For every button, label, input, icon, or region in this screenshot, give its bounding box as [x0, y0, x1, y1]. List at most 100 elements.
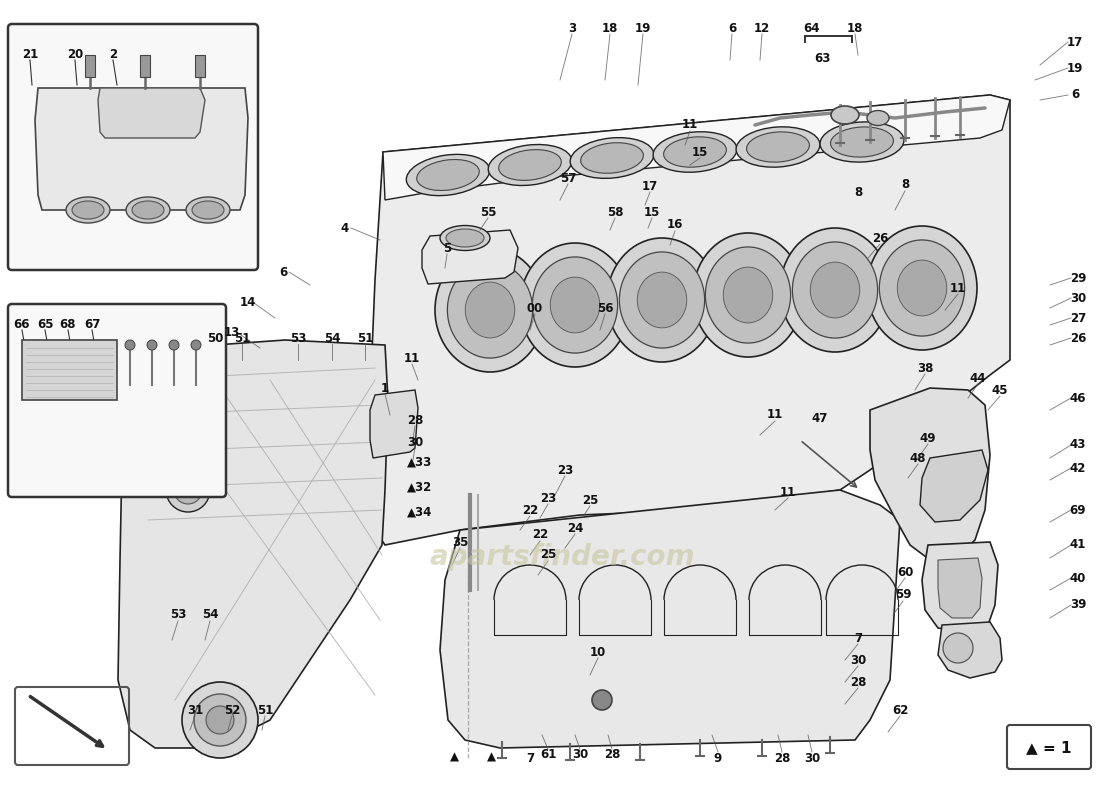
Ellipse shape [66, 197, 110, 223]
Bar [85, 55, 95, 77]
Text: 50: 50 [207, 331, 223, 345]
Polygon shape [938, 622, 1002, 678]
Ellipse shape [448, 262, 532, 358]
Ellipse shape [867, 110, 889, 126]
Circle shape [206, 706, 234, 734]
Text: 59: 59 [894, 589, 911, 602]
Text: 28: 28 [850, 675, 866, 689]
Ellipse shape [570, 138, 653, 178]
FancyBboxPatch shape [8, 304, 225, 497]
Ellipse shape [663, 137, 726, 167]
Text: 30: 30 [407, 435, 424, 449]
Text: 51: 51 [256, 703, 273, 717]
Text: 7: 7 [526, 751, 535, 765]
Bar [195, 55, 205, 77]
Circle shape [191, 340, 201, 350]
Text: ▲: ▲ [487, 750, 496, 763]
Text: 35: 35 [452, 535, 469, 549]
Text: 3: 3 [568, 22, 576, 34]
Text: 64: 64 [804, 22, 821, 34]
Polygon shape [920, 450, 988, 522]
Text: 28: 28 [604, 749, 620, 762]
Ellipse shape [440, 226, 490, 250]
Ellipse shape [898, 260, 947, 316]
Text: 8: 8 [854, 186, 862, 198]
Ellipse shape [653, 132, 737, 172]
Text: 22: 22 [532, 529, 548, 542]
FancyBboxPatch shape [8, 24, 258, 270]
Ellipse shape [867, 226, 977, 350]
Text: 2: 2 [109, 49, 117, 62]
Text: 57: 57 [560, 171, 576, 185]
Ellipse shape [72, 201, 104, 219]
Text: 41: 41 [1070, 538, 1086, 551]
Polygon shape [98, 88, 205, 138]
Ellipse shape [820, 122, 904, 162]
Ellipse shape [581, 142, 644, 174]
Text: 18: 18 [847, 22, 864, 34]
Circle shape [174, 476, 202, 504]
Text: 11: 11 [780, 486, 796, 498]
Polygon shape [383, 95, 1010, 200]
Text: 44: 44 [970, 371, 987, 385]
Text: 49: 49 [920, 431, 936, 445]
Ellipse shape [446, 229, 484, 247]
Text: 58: 58 [607, 206, 624, 218]
Text: 54: 54 [323, 331, 340, 345]
Text: 1: 1 [381, 382, 389, 394]
Text: 13: 13 [224, 326, 240, 339]
Ellipse shape [126, 197, 170, 223]
Text: 40: 40 [1070, 571, 1086, 585]
Text: 52: 52 [223, 703, 240, 717]
Text: 30: 30 [850, 654, 866, 666]
Ellipse shape [811, 262, 860, 318]
Ellipse shape [434, 248, 544, 372]
Ellipse shape [132, 201, 164, 219]
Circle shape [592, 690, 612, 710]
Text: 67: 67 [84, 318, 100, 331]
Text: 69: 69 [1069, 503, 1087, 517]
Polygon shape [922, 542, 998, 632]
Text: 55: 55 [480, 206, 496, 218]
Ellipse shape [830, 127, 893, 157]
Text: 00: 00 [527, 302, 543, 314]
Text: 51: 51 [234, 331, 250, 345]
Text: 42: 42 [1070, 462, 1086, 474]
Circle shape [166, 468, 210, 512]
Text: 6: 6 [279, 266, 287, 278]
Polygon shape [370, 390, 418, 458]
Text: ▲32: ▲32 [407, 481, 432, 494]
Text: 30: 30 [804, 751, 821, 765]
Polygon shape [422, 230, 518, 284]
Text: 11: 11 [950, 282, 966, 294]
Text: 26: 26 [1070, 331, 1086, 345]
Text: 12: 12 [754, 22, 770, 34]
Text: ▲33: ▲33 [407, 455, 432, 469]
Text: 39: 39 [1070, 598, 1086, 611]
Ellipse shape [532, 257, 617, 353]
Text: 38: 38 [916, 362, 933, 374]
Text: 60: 60 [896, 566, 913, 578]
Text: 11: 11 [682, 118, 698, 131]
Text: 25: 25 [582, 494, 598, 506]
Ellipse shape [488, 145, 572, 186]
Text: 11: 11 [767, 409, 783, 422]
Ellipse shape [186, 197, 230, 223]
Ellipse shape [406, 154, 490, 196]
Text: 19: 19 [1067, 62, 1084, 74]
Text: 7: 7 [854, 631, 862, 645]
Text: 47: 47 [812, 411, 828, 425]
Text: apartsfinder.com: apartsfinder.com [430, 543, 695, 571]
Circle shape [169, 340, 179, 350]
Text: 24: 24 [566, 522, 583, 534]
Text: 27: 27 [1070, 311, 1086, 325]
Text: 53: 53 [289, 331, 306, 345]
Ellipse shape [192, 201, 224, 219]
Text: 6: 6 [728, 22, 736, 34]
Text: ▲ = 1: ▲ = 1 [1026, 741, 1071, 755]
Text: 22: 22 [521, 503, 538, 517]
Polygon shape [870, 388, 990, 560]
Text: 66: 66 [13, 318, 31, 331]
Circle shape [125, 340, 135, 350]
Polygon shape [938, 558, 982, 618]
